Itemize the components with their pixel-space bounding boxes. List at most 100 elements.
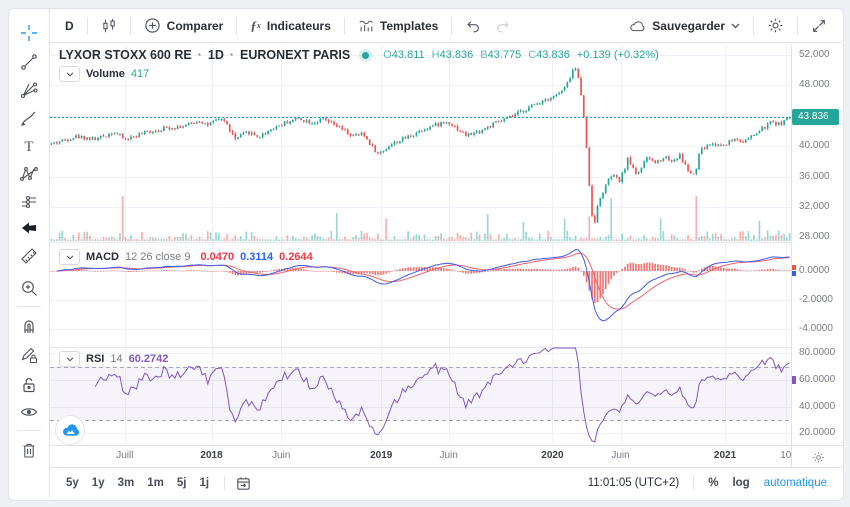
- chart-canvas[interactable]: [50, 44, 791, 445]
- volume-collapse-button[interactable]: [59, 66, 80, 82]
- gann-tools-icon: [20, 81, 38, 99]
- time-axis[interactable]: Juill 2018 Juin 2019 Juin 2020 Juin 2021 10: [50, 445, 843, 468]
- axis-tick-label: 0.0000: [799, 265, 830, 276]
- gann-tools-tool[interactable]: [20, 81, 38, 99]
- trend-line-icon: [20, 53, 38, 71]
- crosshair-icon: [20, 24, 38, 42]
- time-label: 2020: [541, 450, 564, 461]
- gear-icon: [767, 17, 784, 34]
- xabcd-pattern-tool[interactable]: [20, 165, 38, 183]
- macd-signal-axis-mark: [792, 265, 796, 270]
- price-axis[interactable]: 43.836 52.000 48.000 40.000 36.000 32.000 28.…: [791, 44, 843, 445]
- rsi-collapse-button[interactable]: [59, 351, 80, 367]
- macd-signal-value: 0.2644: [279, 251, 313, 263]
- toolbar-divider: [797, 16, 798, 35]
- low-value: 43.775: [487, 49, 522, 61]
- sidebar-divider: [17, 306, 41, 307]
- brush-icon: [20, 109, 38, 127]
- toolbar-divider: [86, 16, 88, 35]
- remove-drawings-icon: [20, 441, 38, 459]
- toolbar-divider: [343, 16, 345, 35]
- axis-tick-label: 20.0000: [799, 427, 836, 439]
- ruler-tool[interactable]: [20, 247, 38, 265]
- chart-style-button[interactable]: [94, 14, 124, 38]
- magnet-icon: [20, 317, 38, 335]
- footer-divider: [693, 476, 695, 490]
- cloud-icon: [628, 18, 646, 34]
- rsi-legend: RSI 14 60.2742: [59, 351, 168, 367]
- macd-line-value: 0.3114: [240, 251, 274, 263]
- time-label: Juin: [611, 450, 630, 461]
- toolbar-divider: [236, 16, 238, 35]
- range-button-1y[interactable]: 1y: [91, 477, 105, 489]
- xabcd-pattern-icon: [20, 165, 38, 183]
- macd-collapse-button[interactable]: [59, 249, 80, 265]
- forecast-tool[interactable]: [20, 193, 38, 211]
- axis-tick-label: 80.0000: [799, 347, 836, 359]
- indicators-label: Indicateurs: [266, 18, 331, 33]
- provider-logo[interactable]: [55, 415, 85, 445]
- trend-line-tool[interactable]: [20, 53, 38, 71]
- macd-line-axis-mark: [792, 271, 796, 276]
- chart-settings-button[interactable]: [760, 13, 791, 38]
- magnet-tool[interactable]: [20, 317, 38, 335]
- range-button-1m[interactable]: 1m: [147, 477, 164, 489]
- undo-icon: [465, 18, 481, 34]
- chevron-down-icon: [731, 23, 740, 29]
- lock-all-tool[interactable]: [20, 376, 38, 394]
- forecast-icon: [20, 193, 38, 211]
- clock[interactable]: 11:01:05 (UTC+2): [587, 477, 680, 489]
- compare-button[interactable]: Comparer: [137, 13, 231, 38]
- axis-tick-label: 28.000: [799, 231, 830, 243]
- axis-gear-icon: [812, 451, 825, 464]
- save-button[interactable]: Sauvegarder: [621, 14, 747, 38]
- last-price-tag: 43.836: [792, 109, 839, 125]
- range-group: 5y 1y 3m 1m 5j 1j: [66, 477, 222, 489]
- arrow-tool[interactable]: [20, 219, 38, 237]
- range-button-5y[interactable]: 5y: [66, 477, 79, 489]
- range-button-1j[interactable]: 1j: [199, 477, 210, 489]
- redo-button[interactable]: [488, 14, 518, 38]
- range-button-3m[interactable]: 3m: [117, 477, 135, 489]
- zoom-in-icon: [20, 279, 38, 297]
- symbol-name: LYXOR STOXX 600 RE: [59, 48, 192, 62]
- range-button-5j[interactable]: 5j: [176, 477, 187, 489]
- volume-value: 417: [130, 68, 150, 80]
- remove-drawings-tool[interactable]: [20, 441, 38, 459]
- redo-icon: [495, 18, 511, 34]
- hide-drawings-tool[interactable]: [20, 403, 38, 421]
- log-scale-toggle[interactable]: log: [732, 477, 750, 489]
- percent-scale-toggle[interactable]: %: [708, 477, 719, 489]
- axis-tick-label: 32.000: [799, 201, 830, 212]
- chart-application: T D Comparer: [8, 8, 844, 501]
- high-label: H: [431, 49, 440, 61]
- crosshair-tool[interactable]: [20, 24, 38, 42]
- undo-button[interactable]: [458, 14, 488, 38]
- axis-tick-label: 36.000: [799, 170, 830, 182]
- symbol-legend[interactable]: LYXOR STOXX 600 RE · 1D · EURONEXT PARIS…: [59, 48, 659, 62]
- drawing-lock-tool[interactable]: [20, 346, 38, 364]
- toolbar-divider: [451, 16, 453, 35]
- footer-divider: [224, 476, 226, 490]
- footer-right-group: 11:01:05 (UTC+2) % log automatique: [588, 476, 827, 490]
- zoom-in-tool[interactable]: [20, 279, 38, 297]
- ruler-icon: [20, 247, 38, 265]
- text-tool[interactable]: T: [20, 137, 38, 155]
- close-value: 43.836: [536, 49, 570, 61]
- brush-tool[interactable]: [20, 109, 38, 127]
- interval-button[interactable]: D: [58, 15, 81, 37]
- axis-settings-corner[interactable]: [791, 446, 843, 468]
- plus-circle-icon: [144, 17, 161, 34]
- separator: ·: [229, 48, 235, 62]
- go-to-date-button[interactable]: [235, 475, 252, 492]
- templates-button[interactable]: Templates: [351, 14, 445, 38]
- fullscreen-button[interactable]: [804, 14, 834, 38]
- time-label: 2019: [370, 450, 393, 461]
- open-value: 43.811: [391, 49, 425, 61]
- volume-legend: Volume 417: [59, 66, 149, 82]
- auto-scale-toggle[interactable]: automatique: [763, 477, 827, 489]
- axis-tick-label: -2.0000: [799, 294, 833, 305]
